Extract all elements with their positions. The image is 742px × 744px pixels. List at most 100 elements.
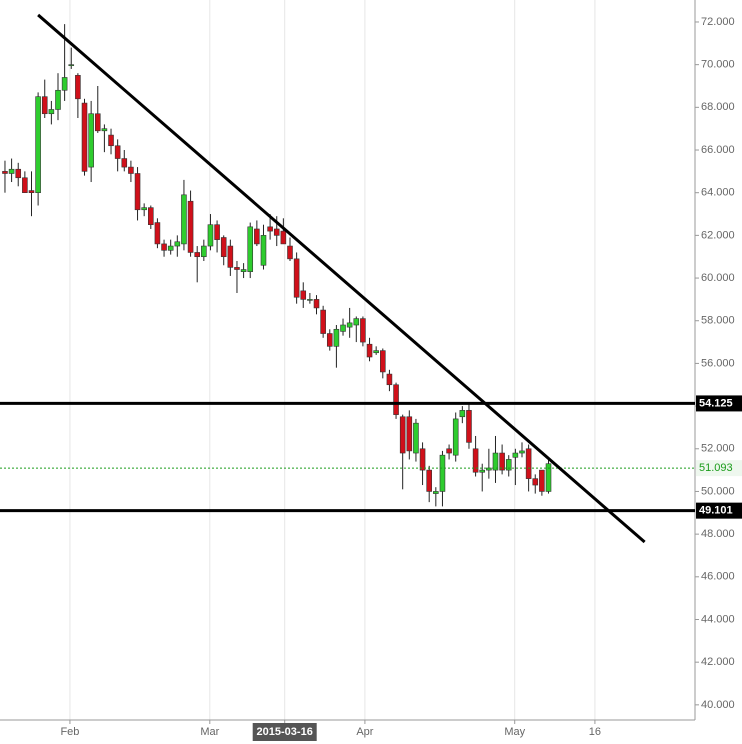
candle-body [121, 158, 128, 168]
candle-body [532, 478, 539, 486]
candle-body [525, 448, 532, 479]
candle-body [15, 168, 22, 179]
y-tick-label: 64.000 [701, 187, 735, 199]
current-price-label: 51.093 [699, 462, 733, 474]
candle-body [340, 324, 346, 332]
level-label: 49.101 [699, 505, 733, 517]
x-tick-label: 2015-03-16 [257, 726, 313, 738]
candle-body [174, 241, 181, 247]
candle-body [479, 469, 486, 473]
current-price-box [696, 460, 742, 477]
candle-body [28, 190, 35, 193]
level-label: 54.125 [699, 397, 733, 409]
candle-body [48, 109, 55, 115]
y-tick-label: 66.000 [701, 144, 735, 156]
candle-body [148, 207, 154, 226]
y-tick-label: 58.000 [701, 315, 735, 327]
candle-body [373, 350, 379, 354]
candle-body [41, 96, 48, 115]
level-label-box [696, 502, 742, 519]
candle-body [207, 224, 214, 247]
candle-body [366, 343, 373, 358]
candle-body [68, 64, 75, 66]
candle-body [187, 200, 194, 253]
y-tick-label: 70.000 [701, 59, 735, 71]
candle-body [75, 75, 81, 100]
y-tick-label: 48.000 [701, 528, 735, 540]
candle-body [227, 245, 234, 268]
candle-body [419, 448, 426, 471]
candle-body [201, 245, 207, 258]
candle-body [194, 252, 200, 258]
y-tick-label: 46.000 [701, 571, 735, 583]
candle-body [313, 299, 320, 309]
candle-body [220, 237, 227, 258]
candle-body [307, 299, 313, 301]
y-tick-label: 52.000 [701, 443, 735, 455]
candle-body [247, 226, 254, 272]
candle-body [234, 267, 240, 270]
candle-body [35, 96, 41, 193]
y-tick-label: 60.000 [701, 272, 735, 284]
candle-body [519, 450, 525, 454]
candle-body [446, 448, 452, 454]
y-tick-label: 50.000 [701, 485, 735, 497]
candle-body [267, 226, 273, 232]
candle-body [499, 452, 505, 471]
candle-body [273, 228, 280, 236]
y-tick-label: 44.000 [701, 613, 735, 625]
candle-body [426, 469, 432, 492]
candle-body [114, 145, 121, 159]
candle-body [320, 309, 326, 334]
level-label-box [696, 395, 742, 412]
candle-body [380, 350, 386, 373]
candle-body [413, 422, 419, 454]
candle-body [386, 373, 393, 386]
candle-body [240, 269, 247, 272]
candle-body [393, 384, 399, 415]
candle-body [346, 322, 353, 328]
candle-body [81, 102, 88, 172]
candle-body [287, 245, 293, 260]
candle-body [466, 410, 472, 443]
candle-body [545, 463, 552, 492]
x-tick-label: May [504, 726, 525, 738]
candle-body [333, 328, 340, 347]
candle-body [512, 452, 519, 458]
candle-body [141, 207, 147, 211]
plot-area [0, 0, 695, 720]
y-tick-label: 42.000 [701, 656, 735, 668]
y-tick-label: 68.000 [701, 101, 735, 113]
candle-body [88, 113, 94, 168]
candle-body [472, 448, 479, 473]
candle-body [399, 416, 406, 454]
candle-body [167, 245, 174, 251]
candle-body [459, 410, 466, 418]
candle-body [154, 222, 161, 245]
y-tick-label: 56.000 [701, 357, 735, 369]
candle-body [8, 168, 15, 174]
x-tick-label: Apr [356, 726, 373, 738]
candle-body [161, 243, 167, 251]
candle-body [128, 166, 134, 174]
candle-body [293, 258, 300, 298]
candle-body [254, 228, 260, 245]
candle-body [101, 128, 108, 132]
candle-body [214, 224, 220, 240]
trend-line [37, 13, 646, 544]
y-tick-label: 72.000 [701, 16, 735, 28]
candle-body [539, 469, 545, 492]
y-tick-label: 62.000 [701, 229, 735, 241]
x-tick-label: 16 [589, 726, 601, 738]
x-tick-label: Mar [200, 726, 219, 738]
candle-body [433, 491, 439, 494]
x-tick-highlight [252, 723, 317, 741]
candle-body [452, 418, 459, 456]
candle-body [406, 416, 413, 452]
candle-body [2, 171, 8, 174]
candle-body [280, 230, 287, 245]
y-tick-label: 40.000 [701, 699, 735, 711]
candle-body [108, 134, 114, 147]
